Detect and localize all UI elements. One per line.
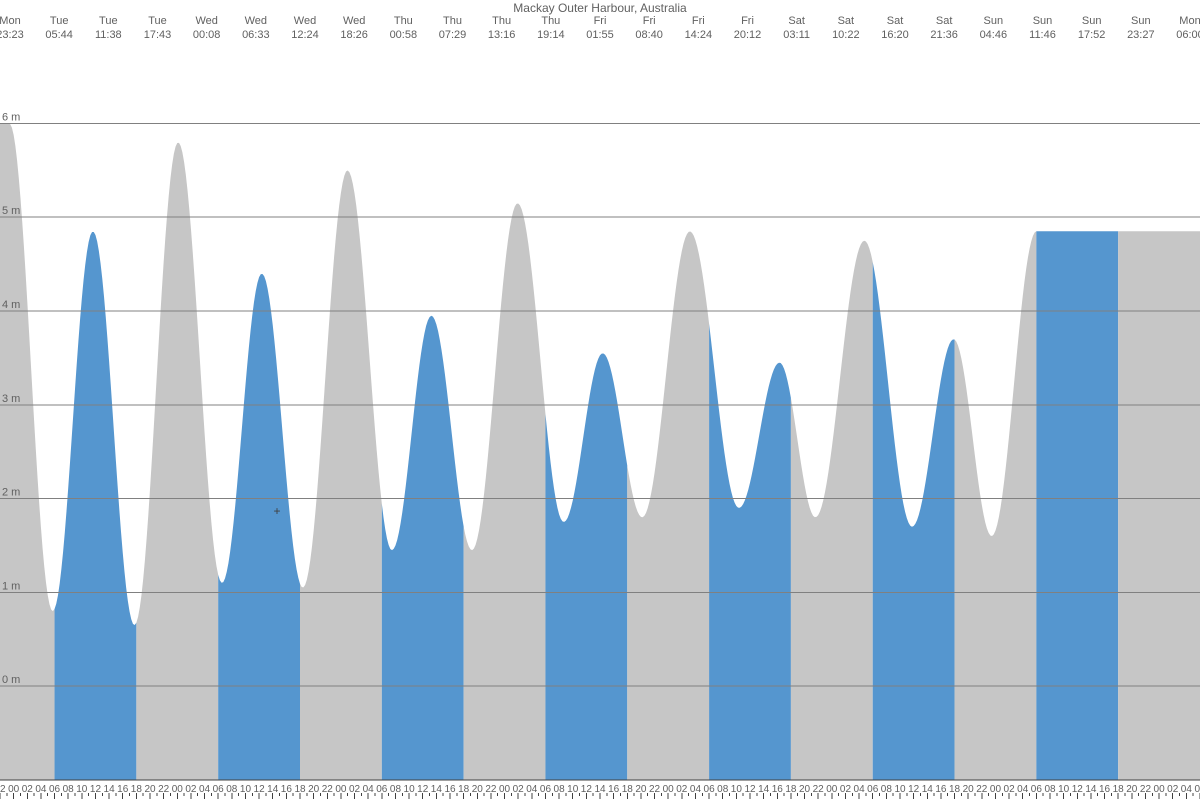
top-time-label: 10:22 xyxy=(832,29,860,41)
top-labels: Mon 23:23 Tue 05:44 Tue 11:38 Tue 17:43 Wed 00:08… xyxy=(0,15,1200,41)
tide-band xyxy=(1036,231,1118,780)
x-axis: 2200020406081012141618202200020406081012… xyxy=(0,780,1200,799)
top-time-label: 11:38 xyxy=(95,29,122,41)
top-time-label: 18:26 xyxy=(340,29,368,41)
top-time-label: 14:24 xyxy=(685,29,713,41)
tide-band xyxy=(709,324,791,780)
y-axis-label: 4 m xyxy=(2,299,20,311)
top-day-label: Wed xyxy=(294,15,316,27)
chart-svg: 0 m 1 m 2 m 3 m 4 m 5 m 6 m Mackay Outer Harbou… xyxy=(0,0,1200,800)
tide-band xyxy=(873,262,955,780)
tide-band xyxy=(1118,231,1200,780)
y-axis-label: 0 m xyxy=(2,674,20,686)
top-time-label: 19:14 xyxy=(537,29,565,41)
top-time-label: 08:40 xyxy=(635,29,663,41)
chart-title: Mackay Outer Harbour, Australia xyxy=(513,1,687,15)
top-time-label: 00:58 xyxy=(390,29,418,41)
top-time-label: 11:46 xyxy=(1029,29,1056,41)
top-day-label: Tue xyxy=(50,15,69,27)
top-day-label: Fri xyxy=(643,15,656,27)
top-day-label: Fri xyxy=(594,15,607,27)
top-day-label: Mon xyxy=(1179,15,1200,27)
y-axis-label: 1 m xyxy=(2,580,20,592)
top-day-label: Wed xyxy=(245,15,267,27)
y-axis-label: 3 m xyxy=(2,393,20,405)
top-time-label: 23:23 xyxy=(0,29,24,41)
top-time-label: 21:36 xyxy=(930,29,958,41)
y-axis-label: 2 m xyxy=(2,487,20,499)
top-day-label: Thu xyxy=(492,15,511,27)
top-day-label: Thu xyxy=(443,15,462,27)
y-axis-label: 6 m xyxy=(2,111,20,123)
top-time-label: 20:12 xyxy=(734,29,762,41)
y-axis-label: 5 m xyxy=(2,205,20,217)
tide-bands xyxy=(0,123,1200,780)
cursor-cross-marker: + xyxy=(273,504,280,518)
top-day-label: Wed xyxy=(343,15,365,27)
tide-band xyxy=(955,231,1037,780)
top-day-label: Sat xyxy=(887,15,904,27)
top-day-label: Thu xyxy=(394,15,413,27)
top-time-label: 06:33 xyxy=(242,29,270,41)
tide-band xyxy=(627,232,709,780)
tide-band xyxy=(545,353,627,780)
tide-band xyxy=(382,316,464,780)
tide-band xyxy=(136,143,218,780)
top-time-label: 04:46 xyxy=(980,29,1008,41)
top-day-label: Tue xyxy=(148,15,167,27)
top-time-label: 16:20 xyxy=(881,29,909,41)
top-day-label: Sat xyxy=(936,15,953,27)
top-time-label: 12:24 xyxy=(291,29,319,41)
top-time-label: 17:43 xyxy=(144,29,172,41)
top-time-label: 17:52 xyxy=(1078,29,1106,41)
tide-band xyxy=(300,170,382,780)
top-time-label: 07:29 xyxy=(439,29,467,41)
x-axis-hour-label: 06 xyxy=(1194,784,1200,795)
top-day-label: Sun xyxy=(1082,15,1102,27)
top-time-label: 01:55 xyxy=(586,29,614,41)
top-day-label: Sat xyxy=(838,15,855,27)
top-day-label: Sat xyxy=(788,15,805,27)
tide-band xyxy=(791,241,873,780)
top-day-label: Sun xyxy=(1033,15,1053,27)
top-day-label: Mon xyxy=(0,15,21,27)
top-time-label: 03:11 xyxy=(783,29,810,41)
top-day-label: Sun xyxy=(984,15,1004,27)
top-day-label: Thu xyxy=(541,15,560,27)
top-time-label: 00:08 xyxy=(193,29,221,41)
top-time-label: 23:27 xyxy=(1127,29,1155,41)
top-time-label: 13:16 xyxy=(488,29,516,41)
top-time-label: 06:00 xyxy=(1176,29,1200,41)
tide-band xyxy=(55,232,137,780)
tide-chart: 0 m 1 m 2 m 3 m 4 m 5 m 6 m Mackay Outer Harbou… xyxy=(0,0,1200,800)
top-day-label: Fri xyxy=(741,15,754,27)
top-day-label: Tue xyxy=(99,15,118,27)
top-time-label: 05:44 xyxy=(45,29,73,41)
x-axis-hour-label: 22 xyxy=(0,784,6,795)
top-day-label: Fri xyxy=(692,15,705,27)
tide-band xyxy=(464,203,546,780)
top-day-label: Wed xyxy=(195,15,217,27)
top-day-label: Sun xyxy=(1131,15,1151,27)
tide-band xyxy=(218,274,300,780)
